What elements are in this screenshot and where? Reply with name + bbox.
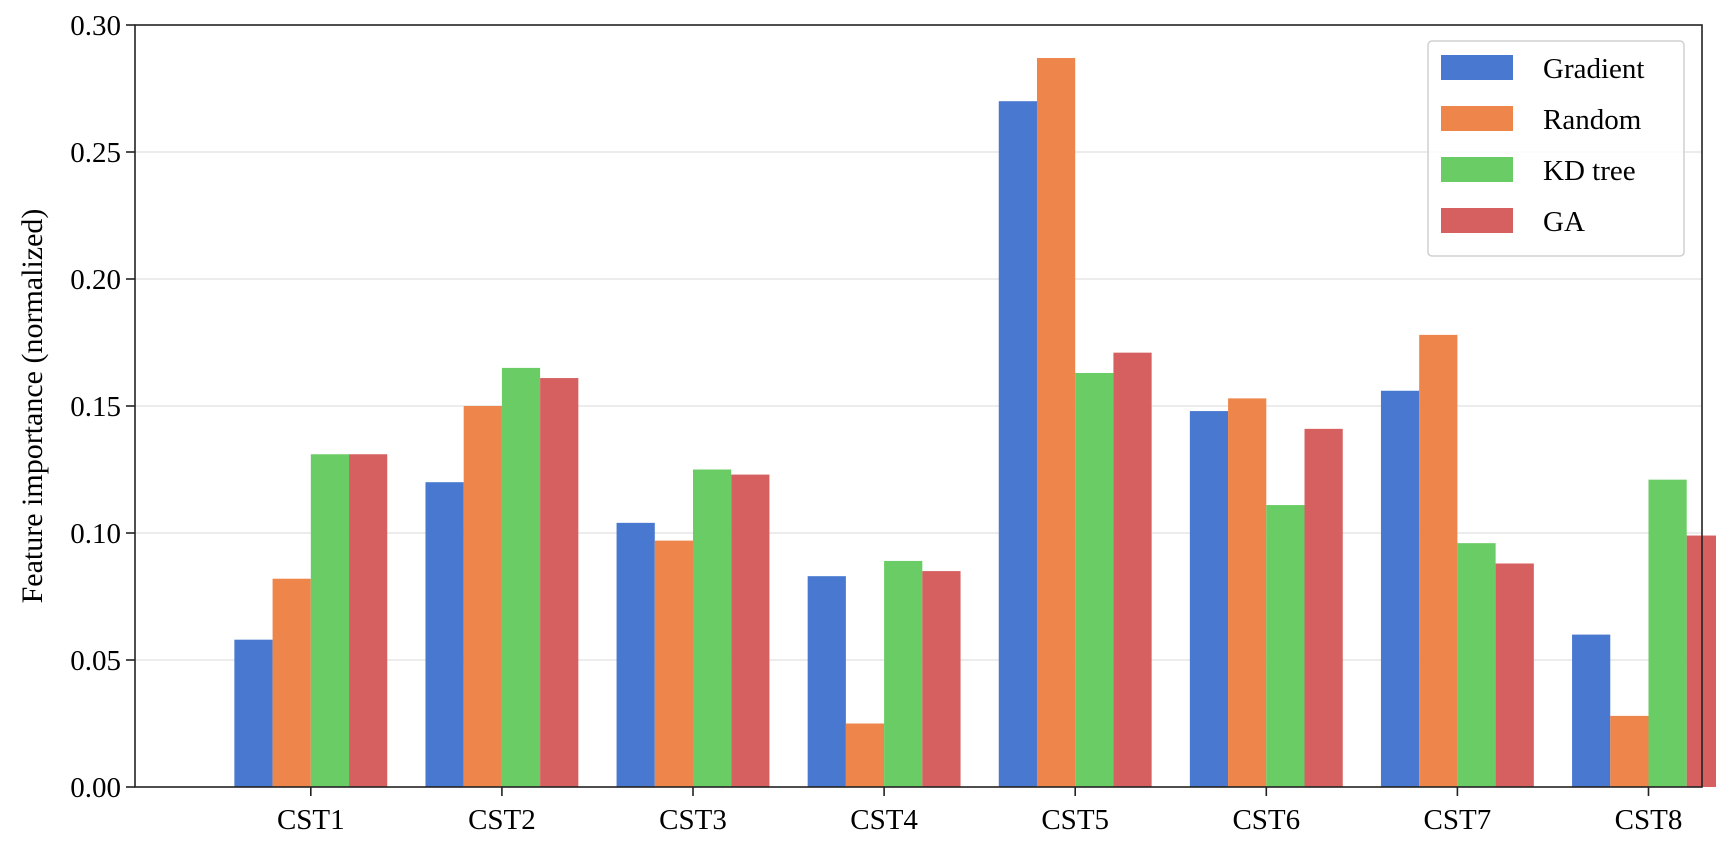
x-tick-label: CST2 xyxy=(468,804,536,836)
legend-label-gradient: Gradient xyxy=(1543,53,1644,85)
x-tick-label: CST1 xyxy=(277,804,345,836)
bar-ga-cst4 xyxy=(922,571,961,787)
bar-kd-tree-cst2 xyxy=(501,367,541,787)
y-tick-label: 0.00 xyxy=(70,772,121,804)
legend-swatch-kd-tree xyxy=(1441,157,1513,182)
bar-ga-cst7 xyxy=(1495,563,1534,787)
bar-gradient-cst7 xyxy=(1380,390,1420,787)
legend-swatch-ga xyxy=(1441,208,1513,233)
bar-kd-tree-cst4 xyxy=(884,560,923,787)
bar-random-cst5 xyxy=(1036,58,1076,787)
y-axis-title: Feature importance (normalized) xyxy=(16,209,49,604)
bar-random-cst7 xyxy=(1419,334,1458,787)
bar-kd-tree-cst8 xyxy=(1648,479,1687,787)
bar-kd-tree-cst1 xyxy=(310,454,350,787)
x-axis: CST1 CST2 CST3 CST4 CST5 CST6 CST7 CST8 xyxy=(277,787,1682,836)
bar-gradient-cst4 xyxy=(807,576,846,787)
bar-kd-tree-cst3 xyxy=(693,469,732,787)
bar-gradient-cst1 xyxy=(234,639,273,787)
bar-gradient-cst8 xyxy=(1572,634,1611,787)
legend-label-random: Random xyxy=(1543,104,1642,136)
x-tick-label: CST4 xyxy=(850,804,918,836)
bar-kd-tree-cst7 xyxy=(1457,543,1496,787)
bar-gradient-cst2 xyxy=(425,482,464,787)
bar-random-cst8 xyxy=(1610,715,1649,787)
bar-ga-cst1 xyxy=(349,454,388,787)
bar-kd-tree-cst6 xyxy=(1266,505,1305,787)
legend-swatch-random xyxy=(1441,106,1513,131)
x-tick-label: CST3 xyxy=(659,804,727,836)
bar-ga-cst2 xyxy=(540,378,579,787)
x-tick-label: CST5 xyxy=(1041,804,1109,836)
bar-ga-cst5 xyxy=(1113,352,1152,787)
bar-random-cst4 xyxy=(845,723,885,787)
y-tick-label: 0.05 xyxy=(70,645,121,677)
bar-gradient-cst3 xyxy=(616,522,655,787)
bar-ga-cst6 xyxy=(1304,428,1343,787)
legend: Gradient Random KD tree GA xyxy=(1427,40,1685,257)
legend-box xyxy=(1427,40,1685,257)
y-tick-label: 0.25 xyxy=(70,137,121,169)
y-tick-label: 0.15 xyxy=(70,391,121,423)
x-tick-label: CST7 xyxy=(1424,804,1492,836)
bar-gradient-cst6 xyxy=(1189,411,1229,787)
y-tick-label: 0.20 xyxy=(70,264,121,296)
bars xyxy=(234,58,1716,787)
y-tick-label: 0.30 xyxy=(70,10,121,42)
y-axis: 0.00 0.05 0.10 0.15 0.20 0.25 0.30 xyxy=(70,10,135,804)
legend-label-kd-tree: KD tree xyxy=(1543,155,1636,187)
bar-gradient-cst5 xyxy=(998,101,1037,787)
bar-random-cst1 xyxy=(272,578,311,787)
bar-ga-cst3 xyxy=(731,474,770,787)
legend-label-ga: GA xyxy=(1543,206,1585,238)
x-tick-label: CST8 xyxy=(1615,804,1683,836)
y-tick-label: 0.10 xyxy=(70,518,121,550)
bar-random-cst3 xyxy=(654,540,694,787)
bar-random-cst2 xyxy=(463,406,502,787)
legend-swatch-gradient xyxy=(1441,55,1513,80)
bar-kd-tree-cst5 xyxy=(1075,372,1114,787)
x-tick-label: CST6 xyxy=(1232,804,1300,836)
bar-random-cst6 xyxy=(1228,398,1267,787)
